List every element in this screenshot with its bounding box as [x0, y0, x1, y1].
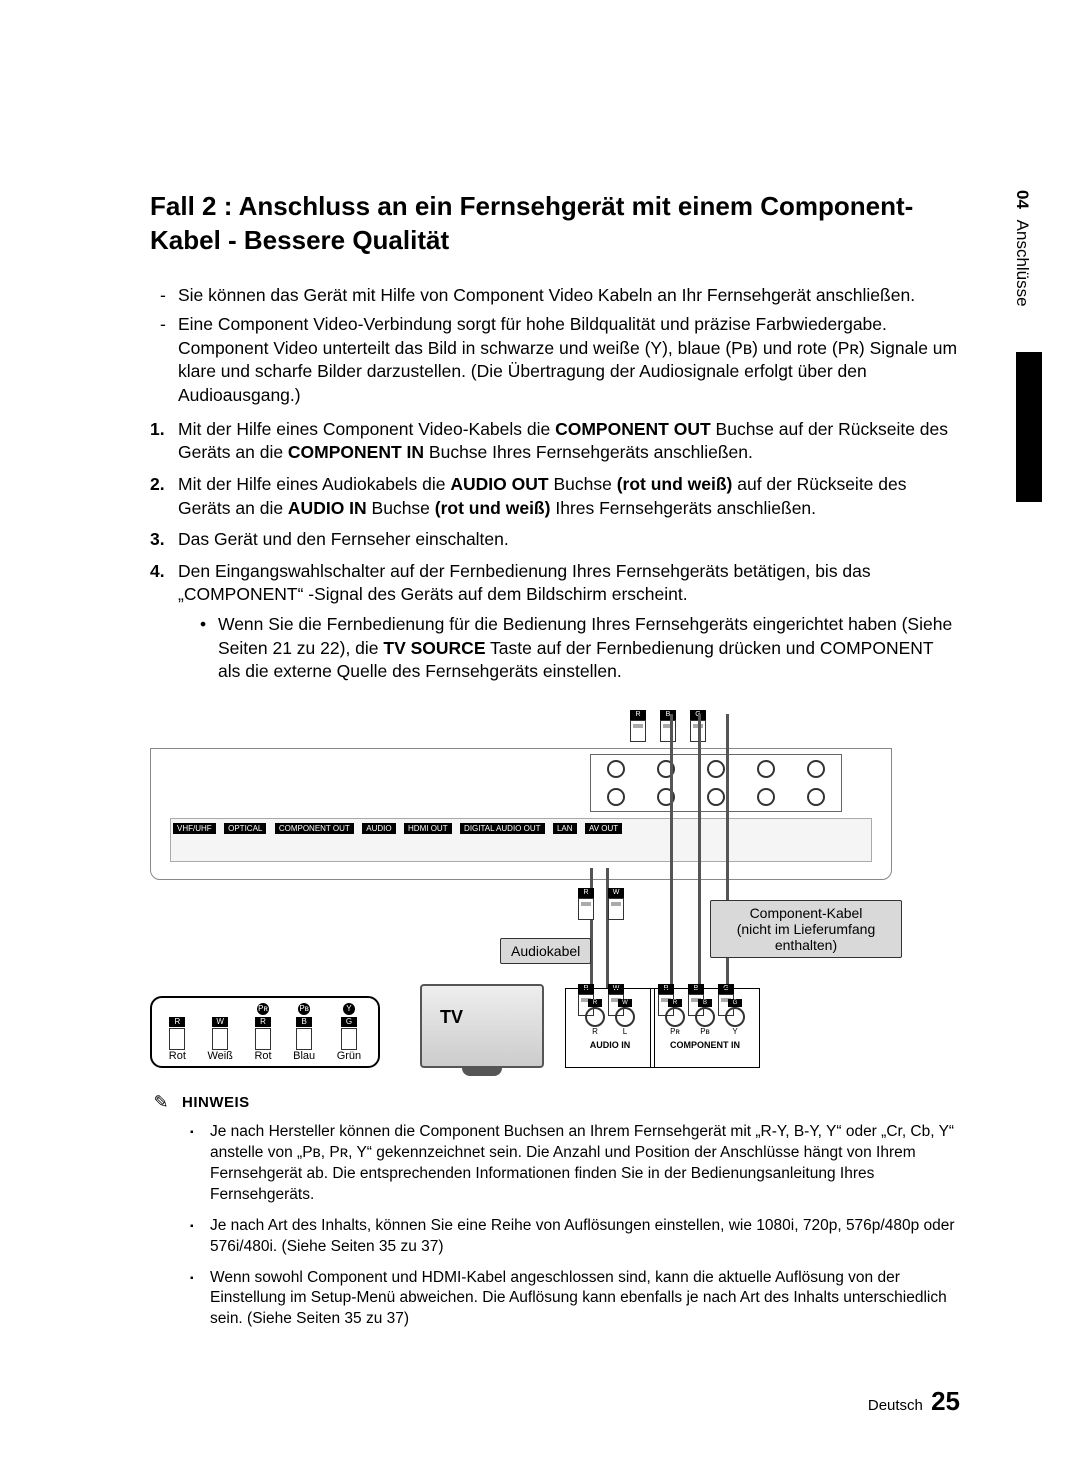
panel-chip: LAN — [553, 823, 577, 834]
note-icon: ✎ — [150, 1092, 172, 1114]
port-jack — [707, 760, 725, 778]
legend-item: PʙBBlau — [293, 1003, 315, 1062]
device-rear-ports — [590, 754, 842, 812]
plug: W — [608, 888, 624, 920]
steps-list: 1.Mit der Hilfe eines Component Video-Ka… — [150, 418, 960, 684]
panel-chip: AV OUT — [585, 823, 622, 834]
notes-list: Je nach Hersteller können die Component … — [190, 1122, 960, 1330]
note-item: Wenn sowohl Component und HDMI-Kabel ang… — [190, 1268, 960, 1331]
component-cable-label: Component-Kabel (nicht im Lieferumfang e… — [710, 900, 902, 958]
audio-cable — [590, 868, 593, 988]
jack: BPʙ — [695, 999, 715, 1036]
audio-cable — [606, 868, 609, 988]
legend-item: RRot — [169, 1017, 186, 1062]
panel-chip: COMPONENT OUT — [275, 823, 354, 834]
port-jack — [757, 788, 775, 806]
page-title: Fall 2 : Anschluss an ein Fernsehgerät m… — [150, 190, 960, 258]
step-1: 1.Mit der Hilfe eines Component Video-Ka… — [150, 418, 960, 465]
chapter-number: 04 — [1013, 190, 1032, 209]
port-jack — [607, 788, 625, 806]
device-panel-labels: VHF/UHF OPTICAL COMPONENT OUT AUDIO HDMI… — [170, 818, 872, 862]
plug: R — [578, 888, 594, 920]
step-3: 3.Das Gerät und den Fernseher einschalte… — [150, 528, 960, 552]
component-cable — [670, 714, 673, 988]
panel-chip: HDMI OUT — [404, 823, 452, 834]
panel-chip: DIGITAL AUDIO OUT — [460, 823, 544, 834]
audio-plugs-mid: R W — [578, 888, 624, 920]
panel-chip: VHF/UHF — [173, 823, 216, 834]
step-4-sub-1: Wenn Sie die Fernbedienung für die Bedie… — [200, 613, 960, 684]
jack: WL — [615, 999, 635, 1036]
chapter-tab: 04 Anschlüsse — [1012, 190, 1032, 307]
footer-lang: Deutsch — [868, 1397, 923, 1414]
intro-line-1: Sie können das Gerät mit Hilfe von Compo… — [150, 284, 960, 308]
panel-chip: AUDIO — [362, 823, 395, 834]
tv-label: TV — [440, 1007, 463, 1028]
step-2: 2.Mit der Hilfe eines Audiokabels die AU… — [150, 473, 960, 520]
jack: RR — [585, 999, 605, 1036]
component-cable — [698, 714, 701, 988]
audio-in-box: RR WL AUDIO IN — [565, 988, 655, 1068]
legend-item: PʀRRot — [254, 1003, 271, 1062]
note-item: Je nach Art des Inhalts, können Sie eine… — [190, 1216, 960, 1258]
note-heading-text: HINWEIS — [182, 1094, 250, 1111]
page-footer: Deutsch 25 — [868, 1386, 960, 1417]
plug: R — [630, 710, 646, 742]
port-jack — [757, 760, 775, 778]
step-4: 4.Den Eingangswahlschalter auf der Fernb… — [150, 560, 960, 684]
audio-cable-label: Audiokabel — [500, 938, 591, 964]
tv-icon — [420, 984, 544, 1068]
side-thumb-index — [1016, 352, 1042, 502]
chapter-name: Anschlüsse — [1013, 220, 1032, 307]
intro-line-2: Eine Component Video-Verbindung sorgt fü… — [150, 313, 960, 408]
jack: GY — [725, 999, 745, 1036]
plug: B — [660, 710, 676, 742]
body-text: Sie können das Gerät mit Hilfe von Compo… — [150, 284, 960, 684]
legend-item: YGGrün — [337, 1003, 361, 1062]
step-4-sub: Wenn Sie die Fernbedienung für die Bedie… — [200, 613, 960, 684]
jack: RPʀ — [665, 999, 685, 1036]
component-in-box: RPʀ BPʙ GY COMPONENT IN — [650, 988, 760, 1068]
legend-item: WWeiß — [207, 1017, 232, 1062]
note-heading: ✎ HINWEIS — [150, 1092, 960, 1114]
panel-chip: OPTICAL — [224, 823, 266, 834]
footer-page: 25 — [931, 1386, 960, 1416]
port-jack — [707, 788, 725, 806]
port-jack — [607, 760, 625, 778]
plug-legend: RRot WWeiß PʀRRot PʙBBlau YGGrün — [150, 996, 380, 1068]
connection-diagram: VHF/UHF OPTICAL COMPONENT OUT AUDIO HDMI… — [150, 708, 900, 1068]
note-item: Je nach Hersteller können die Component … — [190, 1122, 960, 1206]
port-jack — [807, 788, 825, 806]
port-jack — [807, 760, 825, 778]
page: 04 Anschlüsse Fall 2 : Anschluss an ein … — [0, 0, 1080, 1477]
component-plugs-top: R B G — [630, 710, 706, 742]
